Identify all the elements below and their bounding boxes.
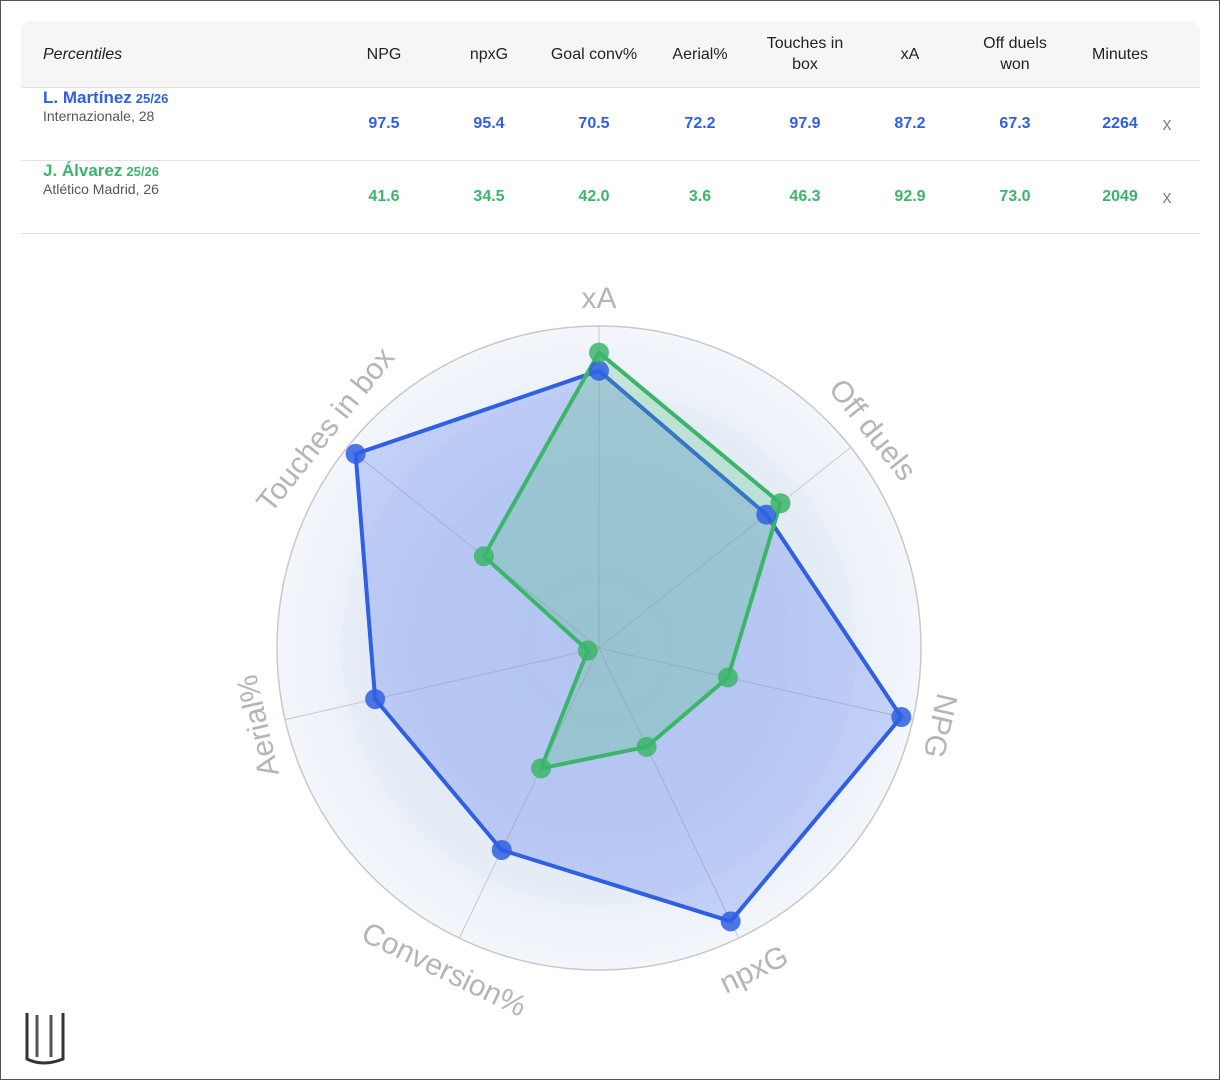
- radar-point: [770, 493, 791, 514]
- radar-area: [353, 368, 904, 924]
- season: 25/26: [135, 91, 169, 106]
- player-line: J. Álvarez 25/26: [43, 161, 159, 181]
- header-cell: xA: [900, 45, 920, 63]
- stat-value: 2264: [1102, 115, 1138, 132]
- spoke: [598, 647, 914, 721]
- radar-point: [717, 667, 738, 688]
- radar-ring: [405, 454, 793, 842]
- spoke: [284, 647, 600, 721]
- stat-value: 42.0: [578, 188, 610, 205]
- stat-value: 67.3: [999, 115, 1031, 132]
- stat-value: 2049: [1102, 188, 1138, 205]
- stat-value: 92.9: [894, 188, 926, 205]
- stat-value: 46.3: [789, 188, 821, 205]
- header-cell: NPG: [366, 45, 402, 63]
- header-cell: Goal conv%: [550, 45, 638, 63]
- player-row: L. Martínez 25/26 Internazionale, 28 97.5 95…: [21, 88, 1200, 161]
- header-cell: npxG: [469, 45, 509, 63]
- stat-value: 97.5: [368, 115, 400, 132]
- player-info: Atlético Madrid, 26: [43, 181, 159, 197]
- stat-value: 3.6: [688, 188, 712, 205]
- spoke: [346, 446, 600, 649]
- stat-value: 95.4: [473, 115, 505, 132]
- player-cell: J. Álvarez 25/26 Atlético Madrid, 26: [43, 161, 323, 233]
- season: 25/26: [126, 164, 159, 179]
- player-cell: L. Martínez 25/26 Internazionale, 28: [43, 88, 323, 160]
- stat-value: 70.5: [578, 115, 610, 132]
- radar-background: [276, 325, 922, 971]
- axis-label: npxG: [715, 939, 794, 1000]
- player-name: J. Álvarez: [43, 161, 123, 180]
- axis-label: Conversion%: [356, 916, 531, 1023]
- radar-point: [756, 504, 777, 525]
- radar-point: [491, 839, 512, 860]
- radar-point: [891, 706, 912, 727]
- axis-label: Aerial%: [231, 672, 286, 780]
- radar-point: [720, 911, 741, 932]
- radar-point: [636, 736, 657, 757]
- player-row: J. Álvarez 25/26 Atlético Madrid, 26 41.6 34…: [21, 161, 1200, 234]
- stat-value: 73.0: [999, 188, 1031, 205]
- axis-label: Off duels: [822, 373, 922, 487]
- stat-value: 97.9: [789, 115, 821, 132]
- radar-ring: [470, 519, 728, 777]
- header-cell: Touches in box: [766, 35, 844, 73]
- radar-area: [481, 350, 783, 771]
- radar-point: [589, 342, 609, 363]
- table-header: Percentiles NPG npxG Goal conv% Aerial% Touch…: [21, 21, 1200, 88]
- player-name: L. Martínez: [43, 88, 132, 107]
- spoke: [598, 647, 740, 939]
- stat-value: 87.2: [894, 115, 926, 132]
- header-cell: Off duels won: [983, 35, 1047, 73]
- radar-point: [589, 360, 609, 381]
- player-info: Internazionale, 28: [43, 108, 155, 124]
- radar-point: [473, 546, 494, 567]
- radar-point: [365, 689, 386, 710]
- radar-point: [345, 443, 366, 464]
- comparison-table: Percentiles NPG npxG Goal conv% Aerial% Touch…: [21, 21, 1200, 234]
- spoke: [598, 446, 852, 649]
- axis-label: xA: [581, 282, 616, 315]
- header-cell: Aerial%: [672, 45, 728, 63]
- stat-value: 34.5: [473, 188, 505, 205]
- axis-label: NPG: [916, 690, 963, 761]
- radar-point: [577, 640, 598, 661]
- remove-button[interactable]: x: [1162, 113, 1172, 134]
- spoke: [458, 647, 600, 939]
- header-cell: Minutes: [1091, 45, 1149, 63]
- radar-point: [531, 758, 552, 779]
- radar-ring: [534, 583, 664, 713]
- remove-button[interactable]: x: [1162, 186, 1172, 207]
- stat-value: 72.2: [684, 115, 716, 132]
- player-line: L. Martínez 25/26: [43, 88, 168, 108]
- header-cell: Percentiles: [43, 45, 123, 63]
- radar-ring: [341, 390, 857, 906]
- stat-value: 41.6: [368, 188, 400, 205]
- logo: [25, 1013, 65, 1065]
- axis-label: Touches in box: [250, 342, 401, 519]
